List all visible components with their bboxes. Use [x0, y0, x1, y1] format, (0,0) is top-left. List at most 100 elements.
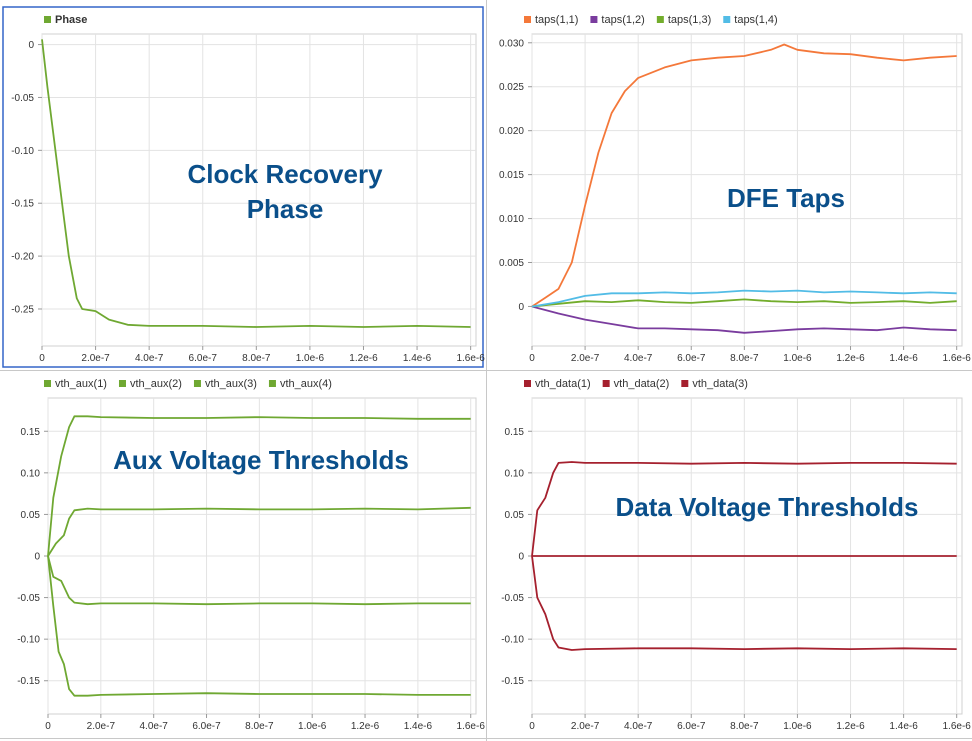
chart-title: DFE Taps — [727, 183, 845, 213]
x-tick-label: 6.0e-7 — [677, 353, 706, 364]
x-tick-label: 8.0e-7 — [730, 353, 759, 364]
series-line-taps(1,4)[interactable] — [531, 289, 957, 308]
y-tick-label: 0.010 — [499, 214, 524, 225]
series-line-taps(1,2)[interactable] — [531, 305, 957, 334]
legend: vth_aux(1) vth_aux(2) vth_aux(3) vth_aux(4) — [44, 378, 332, 390]
legend-label[interactable]: taps(1,1) — [535, 14, 578, 26]
y-tick-label: -0.10 — [501, 635, 524, 646]
series-line-taps(1,3)[interactable] — [531, 298, 957, 308]
x-tick-label: 4.0e-7 — [624, 353, 653, 364]
grid — [47, 398, 476, 714]
legend-swatch — [44, 16, 51, 23]
legend-swatch — [602, 380, 610, 387]
x-tick-label: 2.0e-7 — [571, 721, 600, 732]
x-tick-label: 0 — [45, 721, 51, 732]
legend-swatch — [268, 380, 276, 387]
y-tick-label: 0 — [518, 302, 524, 313]
legend-label[interactable]: vth_aux(2) — [130, 378, 182, 390]
legend-label[interactable]: vth_data(3) — [692, 378, 748, 390]
x-tick-label: 2.0e-7 — [87, 721, 116, 732]
legend: vth_data(1) vth_data(2) vth_data(3) — [524, 378, 748, 390]
x-tick-label: 1.0e-6 — [783, 721, 812, 732]
legend-swatch — [193, 380, 201, 387]
x-tick-label: 0 — [529, 721, 535, 732]
legend-label[interactable]: Phase — [55, 14, 87, 26]
x-tick-label: 1.6e-6 — [943, 721, 972, 732]
chart-clock-recovery-phase[interactable]: 0 2.0e-7 4.0e-7 6.0e-7 8.0e-7 1.0e-6 1.2e-6 1.4… — [0, 0, 486, 370]
legend-swatch — [524, 16, 531, 23]
y-tick-label: 0.15 — [505, 427, 525, 438]
legend-label[interactable]: vth_aux(4) — [280, 378, 332, 390]
series-line-vth_data(3)[interactable] — [531, 555, 957, 651]
series-group — [41, 39, 471, 328]
series-line-taps(1,1)[interactable] — [531, 43, 957, 308]
legend-label[interactable]: taps(1,3) — [668, 14, 711, 26]
x-tick-label: 8.0e-7 — [245, 721, 274, 732]
legend: Phase — [44, 14, 87, 26]
y-tick-label: 0 — [34, 552, 40, 563]
y-tick-label: 0.05 — [505, 510, 525, 521]
series-line-vth_aux(1)[interactable] — [47, 415, 471, 557]
series-line-vth_aux(4)[interactable] — [47, 555, 471, 697]
y-tick-label: -0.20 — [11, 252, 34, 263]
chart-title: Phase — [247, 194, 324, 224]
x-tick-label: 6.0e-7 — [189, 353, 218, 364]
chart-title: Data Voltage Thresholds — [616, 492, 919, 522]
y-tick-label: -0.10 — [17, 635, 40, 646]
x-tick-label: 4.0e-7 — [624, 721, 653, 732]
x-tick-label: 1.6e-6 — [456, 353, 485, 364]
y-tick-label: -0.15 — [11, 199, 34, 210]
legend-label[interactable]: vth_aux(3) — [205, 378, 257, 390]
x-tick-label: 1.0e-6 — [298, 721, 327, 732]
x-tick-label: 1.4e-6 — [404, 721, 433, 732]
legend-swatch — [524, 380, 531, 387]
series-line-vth_aux(3)[interactable] — [47, 555, 471, 606]
chart-data-voltage-thresholds[interactable]: 0 2.0e-7 4.0e-7 6.0e-7 8.0e-7 1.0e-6 1.2e-6 1.4… — [486, 371, 972, 739]
y-tick-label: 0.015 — [499, 170, 524, 181]
x-tick-label: 4.0e-7 — [139, 721, 168, 732]
series-group — [531, 43, 957, 334]
y-tick-label: -0.10 — [11, 146, 34, 157]
chart-title: Clock Recovery — [187, 159, 383, 189]
legend-label[interactable]: taps(1,2) — [601, 14, 644, 26]
y-tick-label: -0.05 — [501, 593, 524, 604]
legend-label[interactable]: taps(1,4) — [734, 14, 777, 26]
plot-area — [41, 33, 477, 347]
y-tick-label: -0.05 — [17, 593, 40, 604]
x-tick-label: 1.0e-6 — [296, 353, 325, 364]
y-tick-label: -0.15 — [17, 676, 40, 687]
y-tick-label: 0.10 — [21, 468, 41, 479]
series-group — [47, 415, 471, 697]
series-line-vth_aux(2)[interactable] — [47, 506, 471, 557]
x-tick-label: 8.0e-7 — [730, 721, 759, 732]
x-tick-label: 1.4e-6 — [403, 353, 432, 364]
x-tick-label: 6.0e-7 — [677, 721, 706, 732]
legend-label[interactable]: vth_data(2) — [614, 378, 670, 390]
y-tick-label: -0.05 — [11, 93, 34, 104]
bottom-edge — [0, 738, 972, 739]
chart-dfe-taps[interactable]: 0 2.0e-7 4.0e-7 6.0e-7 8.0e-7 1.0e-6 1.2e-6 1.4… — [486, 0, 972, 370]
x-tick-label: 0 — [39, 353, 45, 364]
y-tick-label: 0.020 — [499, 126, 524, 137]
selected-panel-border — [2, 6, 484, 368]
chart-title: Aux Voltage Thresholds — [113, 445, 409, 475]
x-tick-label: 0 — [529, 353, 535, 364]
chart-aux-voltage-thresholds[interactable]: 0 2.0e-7 4.0e-7 6.0e-7 8.0e-7 1.0e-6 1.2e-6 1.4… — [0, 371, 486, 739]
x-tick-label: 1.2e-6 — [836, 353, 865, 364]
legend-label[interactable]: vth_aux(1) — [55, 378, 107, 390]
legend-swatch — [681, 380, 689, 387]
legend-label[interactable]: vth_data(1) — [535, 378, 591, 390]
y-tick-label: -0.25 — [11, 304, 34, 315]
x-tick-label: 8.0e-7 — [242, 353, 271, 364]
x-tick-label: 1.0e-6 — [783, 353, 812, 364]
series-line-vth_data(1)[interactable] — [531, 461, 957, 557]
x-tick-label: 2.0e-7 — [571, 353, 600, 364]
y-tick-label: 0.05 — [21, 510, 41, 521]
x-tick-label: 1.6e-6 — [457, 721, 486, 732]
legend: taps(1,1) taps(1,2) taps(1,3) taps(1,4) — [524, 14, 778, 26]
grid — [41, 34, 476, 346]
legend-swatch — [723, 16, 731, 23]
series-line-Phase[interactable] — [41, 39, 471, 328]
legend-swatch — [44, 380, 51, 387]
